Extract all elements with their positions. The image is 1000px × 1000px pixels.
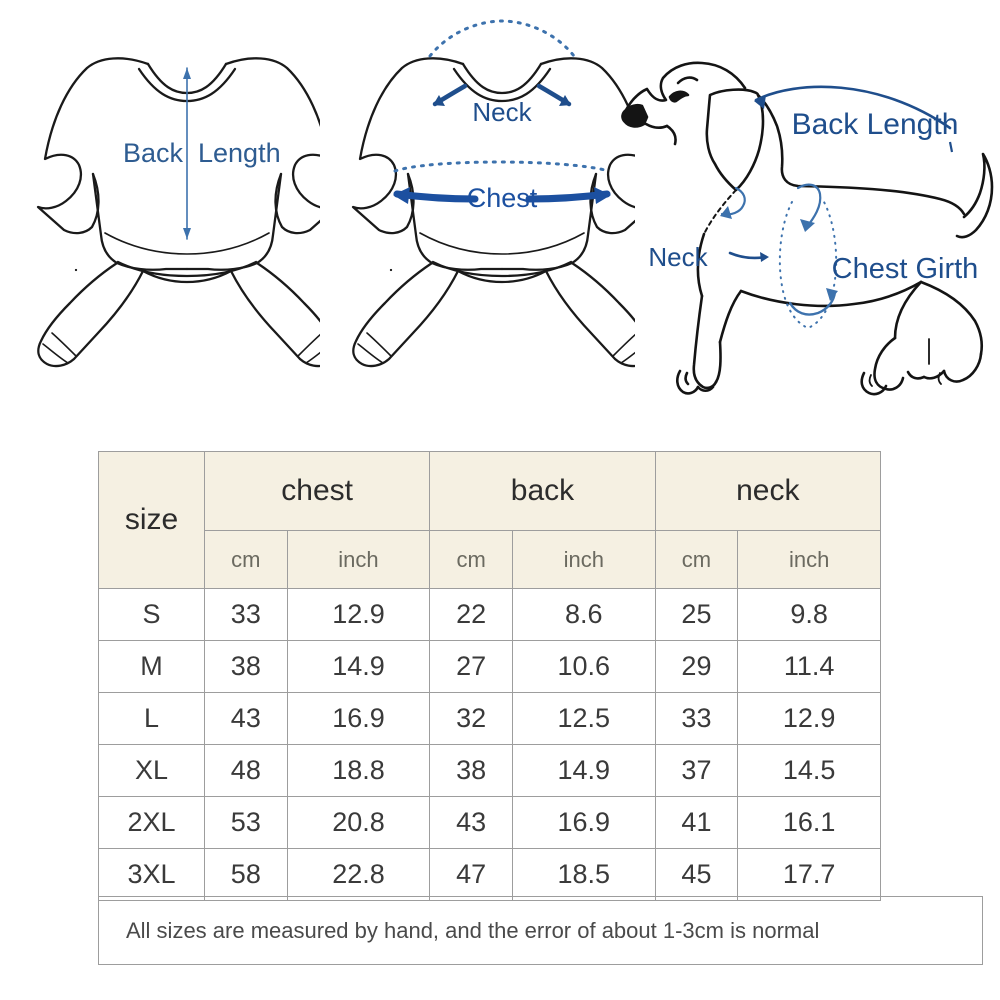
- svg-text:Length: Length: [198, 138, 281, 168]
- svg-text:Neck: Neck: [648, 242, 708, 272]
- svg-text:Back Length: Back Length: [792, 108, 959, 141]
- svg-text:Neck: Neck: [472, 97, 532, 127]
- svg-text:Chest Girth: Chest Girth: [832, 253, 979, 285]
- svg-text:Chest: Chest: [467, 183, 538, 213]
- svg-text:Back: Back: [123, 138, 184, 168]
